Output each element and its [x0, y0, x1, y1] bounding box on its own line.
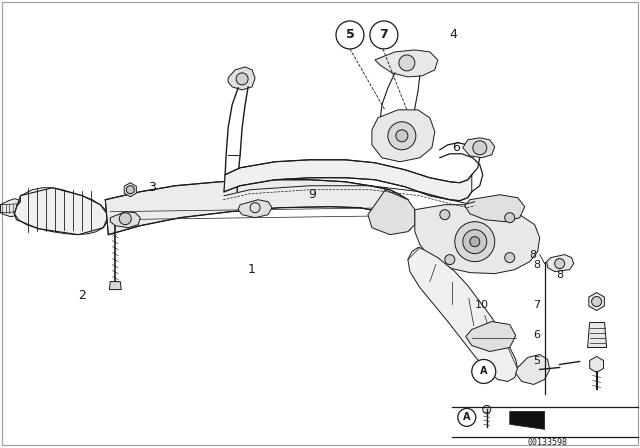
Polygon shape — [106, 180, 410, 235]
Text: 7: 7 — [380, 29, 388, 42]
Text: 5: 5 — [534, 357, 541, 366]
Polygon shape — [509, 411, 545, 429]
Circle shape — [440, 210, 450, 220]
Text: 9: 9 — [308, 188, 316, 201]
Text: 2: 2 — [79, 289, 86, 302]
Polygon shape — [466, 322, 516, 352]
Polygon shape — [589, 357, 604, 372]
Circle shape — [370, 21, 398, 49]
Text: 10: 10 — [475, 300, 489, 310]
Polygon shape — [372, 110, 435, 162]
Polygon shape — [465, 195, 525, 222]
Polygon shape — [109, 282, 122, 289]
Circle shape — [119, 213, 131, 225]
Text: 5: 5 — [346, 29, 355, 42]
Circle shape — [555, 258, 564, 269]
Text: A: A — [480, 366, 488, 376]
Text: A: A — [463, 413, 470, 422]
Polygon shape — [547, 254, 573, 271]
Circle shape — [396, 130, 408, 142]
Polygon shape — [463, 138, 495, 158]
Circle shape — [505, 253, 515, 263]
Circle shape — [399, 55, 415, 71]
Text: 4: 4 — [450, 29, 458, 42]
Circle shape — [336, 21, 364, 49]
Polygon shape — [238, 200, 272, 218]
Circle shape — [470, 237, 480, 247]
Polygon shape — [375, 50, 438, 77]
Polygon shape — [224, 160, 472, 201]
Circle shape — [463, 230, 487, 254]
Text: 7: 7 — [534, 300, 541, 310]
Circle shape — [445, 254, 455, 265]
Polygon shape — [15, 188, 108, 235]
Text: 1: 1 — [248, 263, 256, 276]
Text: 6: 6 — [452, 141, 460, 154]
Polygon shape — [124, 183, 136, 197]
Text: 6: 6 — [534, 330, 541, 340]
Text: 8: 8 — [556, 270, 563, 280]
Polygon shape — [368, 190, 415, 235]
Text: 8: 8 — [534, 259, 541, 270]
Circle shape — [483, 405, 491, 414]
Circle shape — [505, 213, 515, 223]
Circle shape — [126, 186, 134, 194]
Polygon shape — [588, 323, 607, 348]
Circle shape — [236, 73, 248, 85]
Text: 8: 8 — [529, 250, 537, 260]
Polygon shape — [1, 199, 20, 217]
Circle shape — [388, 122, 416, 150]
Polygon shape — [110, 212, 140, 228]
Text: 3: 3 — [148, 181, 156, 194]
Circle shape — [591, 297, 602, 306]
Polygon shape — [415, 205, 540, 274]
Circle shape — [458, 409, 476, 426]
Polygon shape — [589, 293, 604, 310]
Circle shape — [455, 222, 495, 262]
Polygon shape — [408, 248, 518, 381]
Circle shape — [473, 141, 487, 155]
Text: 00133598: 00133598 — [527, 438, 568, 447]
Polygon shape — [516, 354, 550, 384]
Polygon shape — [228, 67, 255, 90]
Circle shape — [472, 359, 496, 383]
